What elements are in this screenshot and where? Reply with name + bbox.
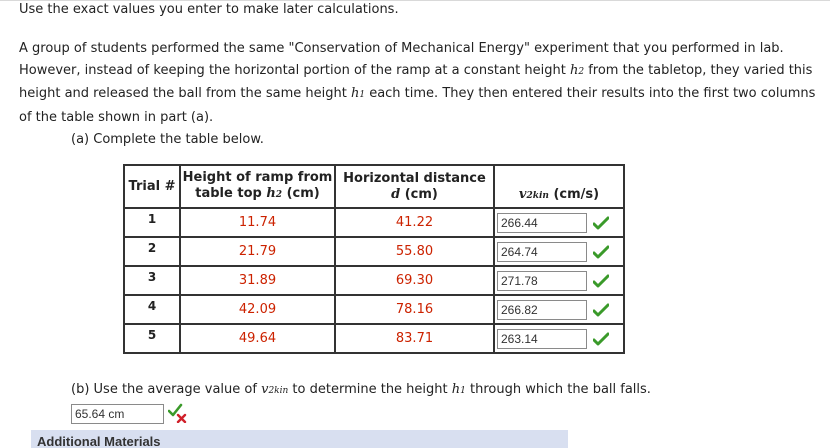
header-distance: Horizontal distance d (cm) bbox=[334, 164, 495, 209]
header-trial: Trial # bbox=[123, 164, 181, 209]
paragraph-line2a: However, instead of keeping the horizont… bbox=[19, 62, 570, 78]
paragraph-line4: of the table shown in part (a). bbox=[19, 109, 214, 125]
velocity-cell: 266.82 bbox=[493, 294, 625, 325]
distance-cell: 41.22 bbox=[334, 207, 495, 238]
table-row: 3 31.89 69.30 271.78 bbox=[123, 265, 625, 296]
height-cell: 42.09 bbox=[179, 294, 336, 325]
paragraph-line3b: each time. They then entered their resul… bbox=[365, 86, 816, 101]
paragraph-line3a: height and released the ball from the sa… bbox=[19, 86, 351, 101]
checkmark-icon bbox=[593, 245, 609, 258]
trial-cell: 4 bbox=[123, 294, 181, 325]
header-velocity: v2kin (cm/s) bbox=[493, 164, 625, 209]
var-h2: h2 bbox=[569, 62, 585, 78]
height-answer-input[interactable]: 65.64 cm bbox=[71, 404, 164, 424]
partial-credit-icon bbox=[168, 403, 187, 423]
velocity-input[interactable]: 266.44 bbox=[497, 212, 587, 233]
header-height: Height of ramp from table top h2 (cm) bbox=[179, 164, 336, 209]
part-b-label: (b) Use the average value of v2kin to de… bbox=[71, 382, 651, 397]
table-row: 5 49.64 83.71 263.14 bbox=[123, 323, 625, 354]
trial-cell: 2 bbox=[123, 236, 181, 267]
velocity-input[interactable]: 271.78 bbox=[497, 270, 587, 291]
part-b-answer: 65.64 cm bbox=[71, 404, 164, 424]
height-cell: 49.64 bbox=[179, 323, 336, 354]
trial-cell: 1 bbox=[123, 207, 181, 238]
instruction-note: Use the exact values you enter to make l… bbox=[19, 2, 399, 17]
distance-cell: 69.30 bbox=[334, 265, 495, 296]
checkmark-icon bbox=[593, 303, 609, 316]
velocity-input[interactable]: 263.14 bbox=[497, 328, 587, 349]
paragraph-line2b: from the tabletop, they varied this bbox=[584, 62, 813, 78]
top-divider bbox=[0, 0, 830, 1]
checkmark-icon bbox=[593, 274, 609, 287]
var-h1: h1 bbox=[350, 86, 366, 101]
velocity-input[interactable]: 264.74 bbox=[497, 241, 587, 262]
paragraph-line1: A group of students performed the same "… bbox=[19, 41, 784, 56]
table-row: 1 11.74 41.22 266.44 bbox=[123, 207, 625, 238]
velocity-input[interactable]: 266.82 bbox=[497, 299, 587, 320]
checkmark-icon bbox=[593, 216, 609, 229]
trial-cell: 3 bbox=[123, 265, 181, 296]
height-cell: 21.79 bbox=[179, 236, 336, 267]
table-row: 2 21.79 55.80 264.74 bbox=[123, 236, 625, 267]
velocity-cell: 271.78 bbox=[493, 265, 625, 296]
checkmark-icon bbox=[593, 332, 609, 345]
velocity-cell: 263.14 bbox=[493, 323, 625, 354]
additional-materials-banner[interactable]: Additional Materials bbox=[31, 430, 568, 448]
distance-cell: 55.80 bbox=[334, 236, 495, 267]
distance-cell: 78.16 bbox=[334, 294, 495, 325]
problem-paragraph: A group of students performed the same "… bbox=[19, 38, 824, 128]
height-cell: 11.74 bbox=[179, 207, 336, 238]
height-cell: 31.89 bbox=[179, 265, 336, 296]
trial-cell: 5 bbox=[123, 323, 181, 354]
distance-cell: 83.71 bbox=[334, 323, 495, 354]
velocity-cell: 266.44 bbox=[493, 207, 625, 238]
part-a-label: (a) Complete the table below. bbox=[71, 132, 264, 147]
velocity-cell: 264.74 bbox=[493, 236, 625, 267]
results-table: Trial # Height of ramp from table top h2… bbox=[123, 164, 625, 354]
table-row: 4 42.09 78.16 266.82 bbox=[123, 294, 625, 325]
